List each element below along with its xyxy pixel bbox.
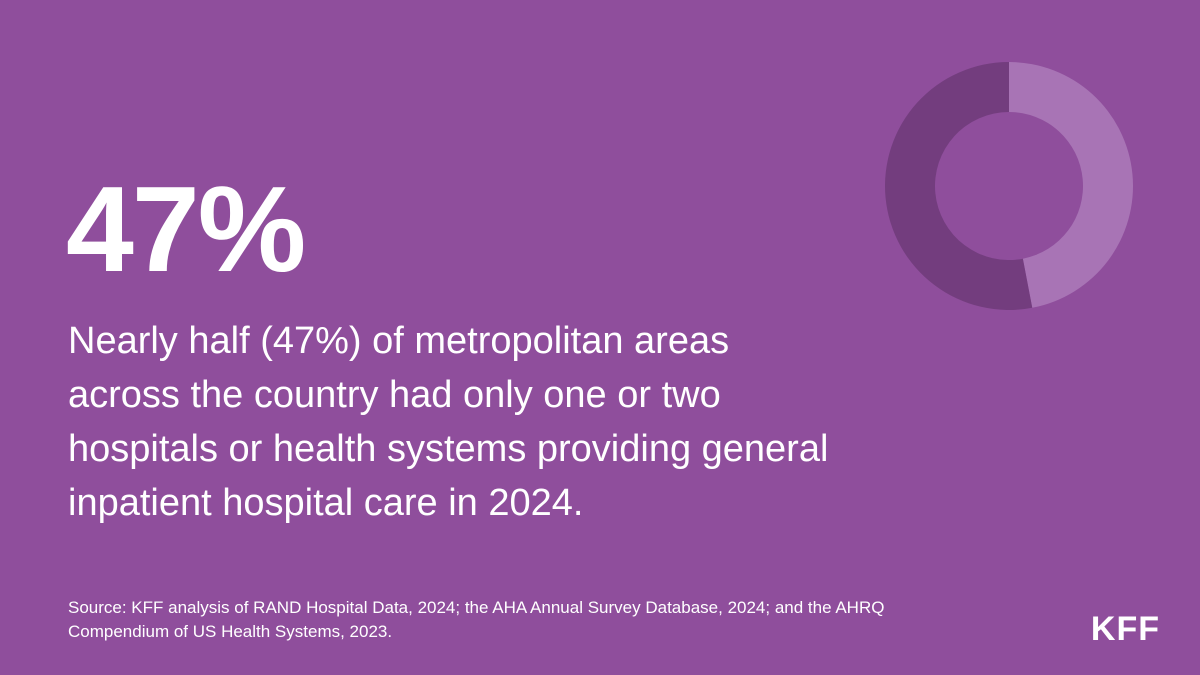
donut-chart (885, 62, 1133, 310)
headline-text: Nearly half (47%) of metropolitan areas … (68, 320, 829, 524)
kff-logo: KFF (1090, 610, 1160, 648)
donut-slice-1 (1009, 62, 1133, 308)
source-note: Source: KFF analysis of RAND Hospital Da… (68, 598, 885, 641)
big-stat-value: 47% (66, 161, 306, 297)
donut-slice-2 (885, 62, 1033, 310)
